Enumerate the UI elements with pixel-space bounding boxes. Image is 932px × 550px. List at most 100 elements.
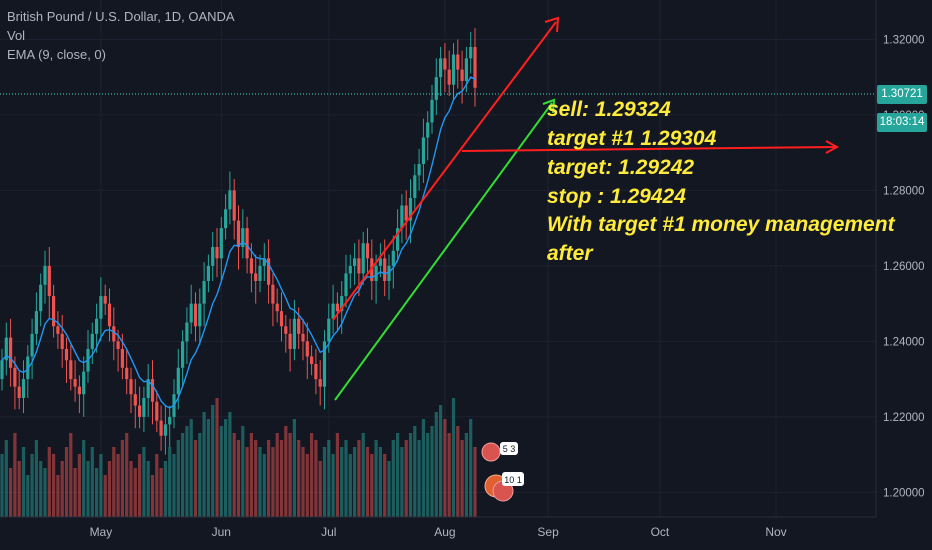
volume-bar [262,454,266,517]
volume-bar [159,468,163,517]
candle-body [421,137,425,164]
volume-bar [206,419,210,517]
candle-body [112,326,116,342]
candle-body [133,394,137,406]
volume-bar [335,433,339,517]
candle-body [206,265,210,281]
volume-bar [245,447,249,517]
volume-bar [116,454,120,517]
volume-bar [413,426,417,517]
volume-bar [284,426,288,517]
candle-body [116,341,120,349]
time-tick-label: May [90,525,113,539]
candle-body [404,205,408,221]
candle-body [271,284,275,304]
volume-bar [224,419,228,517]
volume-bar [456,426,460,517]
volume-bar [464,433,468,517]
candle-body [426,122,430,138]
volume-bar [181,433,185,517]
candle-body [142,397,146,417]
candle-body [219,228,223,259]
candle-body [460,69,464,81]
volume-bar [172,454,176,517]
event-badges[interactable]: 5 3 10 1 [481,442,524,502]
volume-bar [30,454,34,517]
volume-bar [249,433,253,517]
time-tick-label: Sep [537,525,559,539]
volume-bar [103,475,107,517]
ema-line [1,76,476,409]
volume-bar [17,461,21,517]
candle-body [374,265,378,281]
candle-body [258,265,262,281]
red-channel-arrowhead [544,16,560,33]
candle-body [120,348,124,368]
volume-bar [241,426,245,517]
price-axis[interactable]: 1.320001.300001.280001.260001.240001.220… [875,0,932,550]
candle-body [344,273,348,297]
candle-body [387,265,391,281]
candle-body [4,337,8,361]
time-tick-label: Nov [765,525,786,539]
volume-bar [439,405,443,517]
candle-body [99,296,103,319]
volume-bar [443,419,447,517]
volume-bar [133,468,137,517]
candle-body [77,386,81,395]
volume-bar [365,447,370,517]
candle-body [9,337,13,368]
time-axis[interactable]: AprMayJunJulAugSepOctNov [0,516,876,539]
price-tick-label: 1.32000 [883,34,925,46]
candle-body [335,303,339,312]
candle-body [430,99,434,123]
candle-body [90,333,94,349]
annotation-line: target #1 1.29304 [547,127,717,150]
volume-bar [4,440,8,517]
candlesticks [0,28,477,455]
volume-legend[interactable]: Vol [7,28,26,43]
candle-body [236,220,241,248]
price-tick-label: 1.26000 [883,261,925,273]
volume-bar [404,440,408,517]
volume-bar [460,440,464,517]
volume-bar [82,440,86,517]
candle-body [64,348,69,361]
candle-body [125,367,129,380]
red-target-arrowhead [825,140,840,154]
volume-bar [95,468,99,517]
volume-bar [43,468,47,517]
ema-legend[interactable]: EMA (9, close, 0) [7,47,106,62]
volume-bar [378,447,382,517]
time-tick-label: Jul [321,525,336,539]
volume-bar [310,433,314,517]
candle-body [322,341,327,387]
candle-body [327,318,331,342]
volume-bar [228,412,232,517]
volume-bar [112,447,116,517]
candle-body [408,197,413,221]
volume-bar [451,398,456,517]
price-tick-label: 1.22000 [883,412,925,424]
candle-body [224,209,228,229]
candle-body [417,163,421,176]
red-target-line [461,146,837,152]
volume-bar [168,447,172,517]
candle-body [13,367,17,387]
candle-body [305,341,309,357]
candle-body [43,265,47,285]
volume-bar [77,454,81,517]
chart-title: British Pound / U.S. Dollar, 1D, OANDA [7,9,235,24]
volume-bar [73,468,77,517]
candle-body [52,296,56,327]
candle-body [163,424,167,436]
candle-body [228,190,232,210]
volume-bar [292,419,296,517]
volume-bar [211,405,215,517]
candle-body [189,303,193,323]
volume-bar [202,412,206,517]
event-flag-icon[interactable] [481,442,501,462]
candle-body [456,54,460,70]
candle-body [331,303,335,319]
